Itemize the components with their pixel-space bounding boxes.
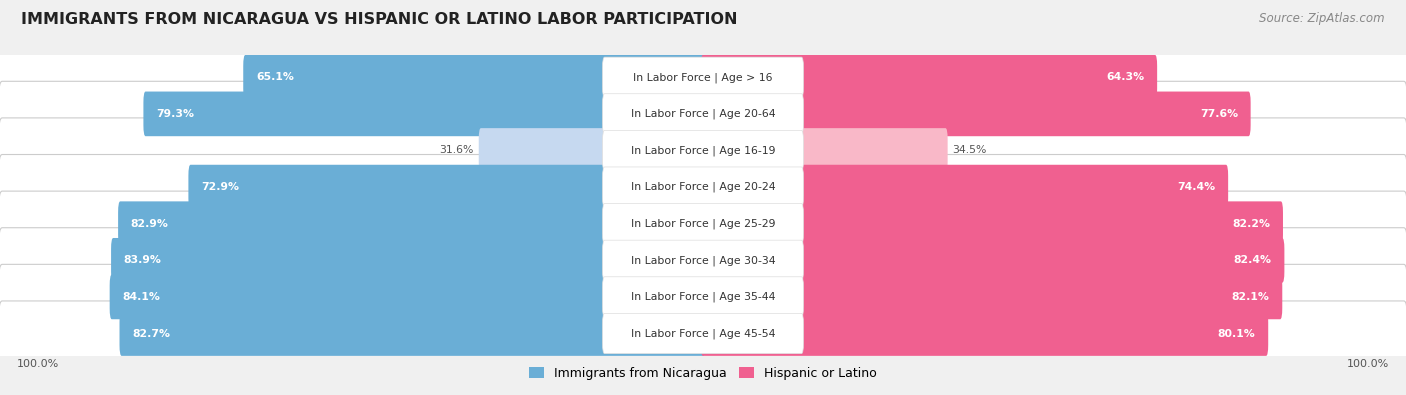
- FancyBboxPatch shape: [0, 45, 1406, 110]
- Text: 80.1%: 80.1%: [1218, 329, 1256, 339]
- Text: 83.9%: 83.9%: [124, 255, 162, 265]
- FancyBboxPatch shape: [0, 154, 1406, 220]
- FancyBboxPatch shape: [243, 55, 704, 100]
- FancyBboxPatch shape: [478, 128, 706, 173]
- Text: In Labor Force | Age > 16: In Labor Force | Age > 16: [633, 72, 773, 83]
- Legend: Immigrants from Nicaragua, Hispanic or Latino: Immigrants from Nicaragua, Hispanic or L…: [524, 362, 882, 385]
- Text: 79.3%: 79.3%: [156, 109, 194, 119]
- FancyBboxPatch shape: [700, 238, 1285, 283]
- FancyBboxPatch shape: [603, 130, 804, 171]
- Text: In Labor Force | Age 16-19: In Labor Force | Age 16-19: [631, 145, 775, 156]
- Text: 82.1%: 82.1%: [1232, 292, 1270, 302]
- Text: 82.9%: 82.9%: [131, 219, 169, 229]
- Text: 34.5%: 34.5%: [953, 145, 987, 156]
- Text: In Labor Force | Age 35-44: In Labor Force | Age 35-44: [631, 292, 775, 302]
- Text: 72.9%: 72.9%: [201, 182, 239, 192]
- FancyBboxPatch shape: [0, 118, 1406, 183]
- FancyBboxPatch shape: [700, 275, 1282, 319]
- FancyBboxPatch shape: [110, 275, 704, 319]
- Text: 100.0%: 100.0%: [1347, 359, 1389, 369]
- Text: 74.4%: 74.4%: [1177, 182, 1215, 192]
- Text: In Labor Force | Age 25-29: In Labor Force | Age 25-29: [631, 218, 775, 229]
- FancyBboxPatch shape: [0, 191, 1406, 256]
- Text: 82.7%: 82.7%: [132, 329, 170, 339]
- FancyBboxPatch shape: [700, 128, 948, 173]
- FancyBboxPatch shape: [603, 277, 804, 317]
- Text: In Labor Force | Age 20-24: In Labor Force | Age 20-24: [631, 182, 775, 192]
- Text: 100.0%: 100.0%: [17, 359, 59, 369]
- FancyBboxPatch shape: [700, 201, 1282, 246]
- FancyBboxPatch shape: [0, 301, 1406, 366]
- FancyBboxPatch shape: [700, 165, 1229, 209]
- Text: 64.3%: 64.3%: [1107, 72, 1144, 82]
- FancyBboxPatch shape: [143, 92, 704, 136]
- FancyBboxPatch shape: [0, 264, 1406, 329]
- FancyBboxPatch shape: [603, 94, 804, 134]
- Text: 31.6%: 31.6%: [440, 145, 474, 156]
- FancyBboxPatch shape: [603, 167, 804, 207]
- FancyBboxPatch shape: [120, 311, 704, 356]
- Text: In Labor Force | Age 45-54: In Labor Force | Age 45-54: [631, 328, 775, 339]
- Text: 84.1%: 84.1%: [122, 292, 160, 302]
- Text: IMMIGRANTS FROM NICARAGUA VS HISPANIC OR LATINO LABOR PARTICIPATION: IMMIGRANTS FROM NICARAGUA VS HISPANIC OR…: [21, 12, 738, 27]
- Text: Source: ZipAtlas.com: Source: ZipAtlas.com: [1260, 12, 1385, 25]
- FancyBboxPatch shape: [188, 165, 704, 209]
- FancyBboxPatch shape: [0, 81, 1406, 147]
- FancyBboxPatch shape: [603, 313, 804, 354]
- Text: 82.4%: 82.4%: [1233, 255, 1272, 265]
- FancyBboxPatch shape: [111, 238, 704, 283]
- Text: 82.2%: 82.2%: [1232, 219, 1271, 229]
- FancyBboxPatch shape: [700, 311, 1268, 356]
- Text: 65.1%: 65.1%: [256, 72, 294, 82]
- FancyBboxPatch shape: [700, 92, 1251, 136]
- FancyBboxPatch shape: [0, 228, 1406, 293]
- Text: 77.6%: 77.6%: [1199, 109, 1237, 119]
- FancyBboxPatch shape: [603, 203, 804, 244]
- FancyBboxPatch shape: [603, 57, 804, 98]
- FancyBboxPatch shape: [603, 240, 804, 280]
- Text: In Labor Force | Age 20-64: In Labor Force | Age 20-64: [631, 109, 775, 119]
- FancyBboxPatch shape: [118, 201, 704, 246]
- Text: In Labor Force | Age 30-34: In Labor Force | Age 30-34: [631, 255, 775, 265]
- FancyBboxPatch shape: [700, 55, 1157, 100]
